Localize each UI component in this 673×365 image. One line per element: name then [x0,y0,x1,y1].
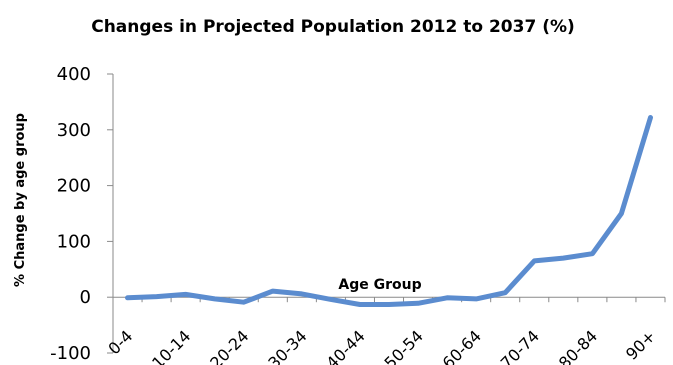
series-line-1 [125,115,653,307]
y-tick-labels: -100 0 100 200 300 400 [50,64,113,364]
y-tick-label: 400 [57,64,91,85]
y-tick-label: -100 [50,343,91,364]
x-tick-label: 30-34 [264,326,310,365]
series-group [125,115,653,307]
chart-title: Changes in Projected Population 2012 to … [91,17,575,37]
x-tick-label: 10-14 [148,326,194,365]
x-tick-label: 80-84 [555,326,601,365]
x-tick-label: 40-44 [322,326,368,365]
x-axis-label: Age Group [338,277,421,293]
x-tick-label: 50-54 [381,326,427,365]
x-tick-label: 0-4 [104,326,136,358]
y-tick-label: 300 [57,120,91,141]
axes [112,74,665,353]
x-tick-label: 90+ [622,326,659,363]
x-tick-labels: 0-4 10-14 20-24 30-34 40-44 50-54 60-64 70-74 80… [104,297,666,365]
y-tick-label: 0 [80,287,91,308]
x-tick-label: 20-24 [206,326,252,365]
y-tick-label: 100 [57,231,91,252]
x-tick-label: 70-74 [497,326,543,365]
x-tick-label: 60-64 [439,326,485,365]
y-tick-label: 200 [57,176,91,197]
y-axis-label: % Change by age group [13,113,28,287]
